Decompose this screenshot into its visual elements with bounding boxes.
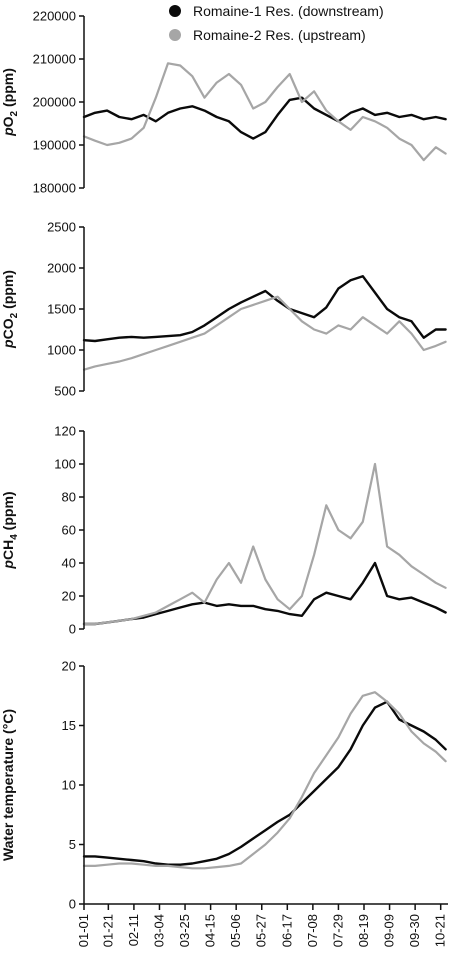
- x-axis: 01-01 01-21 02-11 03-04 03-25 04-15 05-06 05-27…: [76, 903, 448, 947]
- y-tick-label: 60: [62, 523, 76, 538]
- series-line-upstream: [82, 62, 447, 162]
- y-tick-label: 10: [62, 778, 76, 793]
- x-tick-label: 08-19: [356, 914, 371, 947]
- legend-item-upstream: Romaine-2 Res. (upstream): [169, 27, 366, 43]
- series-line-downstream: [82, 700, 447, 866]
- y-tick-label: 500: [54, 384, 76, 399]
- legend-marker-downstream: [169, 5, 181, 17]
- y-axis-label: pO2 (ppm): [0, 68, 20, 137]
- y-tick-label: 2500: [47, 220, 76, 235]
- y-tick-label: 100: [54, 457, 76, 472]
- y-tick-label: 2000: [47, 261, 76, 276]
- y-tick-label: 40: [62, 556, 76, 571]
- x-tick-label: 09-30: [407, 914, 422, 947]
- legend-label-downstream: Romaine-1 Res. (downstream): [193, 3, 384, 19]
- x-tick-label: 10-21: [433, 914, 448, 947]
- x-tick-label: 05-06: [228, 914, 243, 947]
- y-tick-label: 1500: [47, 302, 76, 317]
- series-line-downstream: [82, 561, 447, 626]
- x-tick-label: 01-01: [76, 914, 91, 947]
- legend-item-downstream: Romaine-1 Res. (downstream): [169, 3, 384, 19]
- panel-3: 0 20 40 60 80 100 120 pCH4 (ppm): [0, 424, 447, 637]
- panel-1: 180000 190000 200000 210000 220000 pO2 (ppm): [0, 9, 447, 196]
- y-tick-label: 5: [69, 837, 76, 852]
- y-tick-label: 1000: [47, 343, 76, 358]
- x-tick-label: 07-29: [330, 914, 345, 947]
- x-tick-label: 02-11: [126, 914, 141, 946]
- series-line-downstream: [82, 275, 447, 343]
- series-line-downstream: [82, 96, 447, 140]
- y-tick-label: 0: [69, 622, 76, 637]
- y-axis-label: pCO2 (ppm): [0, 270, 20, 349]
- x-tick-label: 09-09: [382, 914, 397, 947]
- legend: Romaine-1 Res. (downstream) Romaine-2 Re…: [169, 3, 384, 43]
- y-tick-label: 220000: [33, 9, 76, 24]
- x-tick-label: 01-21: [100, 914, 115, 947]
- y-tick-label: 200000: [33, 95, 76, 110]
- legend-label-upstream: Romaine-2 Res. (upstream): [193, 27, 366, 43]
- y-axis-label: Water temperature (°C): [0, 709, 16, 861]
- y-tick-label: 210000: [33, 52, 76, 67]
- x-tick-label: 03-04: [151, 914, 166, 947]
- x-tick-label: 07-08: [305, 914, 320, 947]
- x-tick-label: 03-25: [177, 914, 192, 947]
- series-line-upstream: [82, 462, 447, 626]
- y-tick-label: 15: [62, 718, 76, 733]
- y-tick-label: 0: [69, 897, 76, 912]
- y-tick-label: 190000: [33, 138, 76, 153]
- y-tick-label: 120: [54, 424, 76, 439]
- x-tick-label: 04-15: [203, 914, 218, 947]
- x-tick-label: 06-17: [279, 914, 294, 947]
- series-line-upstream: [82, 691, 447, 870]
- y-tick-label: 20: [62, 659, 76, 674]
- y-tick-label: 20: [62, 589, 76, 604]
- y-tick-label: 80: [62, 490, 76, 505]
- y-axis-label: pCH4 (ppm): [0, 491, 20, 569]
- x-tick-label: 05-27: [254, 914, 269, 947]
- legend-marker-upstream: [169, 29, 181, 41]
- y-tick-label: 180000: [33, 181, 76, 196]
- panel-4: 0 5 10 15 20 Water temperature (°C): [0, 659, 447, 912]
- panel-2: 500 1000 1500 2000 2500 pCO2 (ppm): [0, 220, 447, 399]
- series-line-upstream: [82, 295, 447, 371]
